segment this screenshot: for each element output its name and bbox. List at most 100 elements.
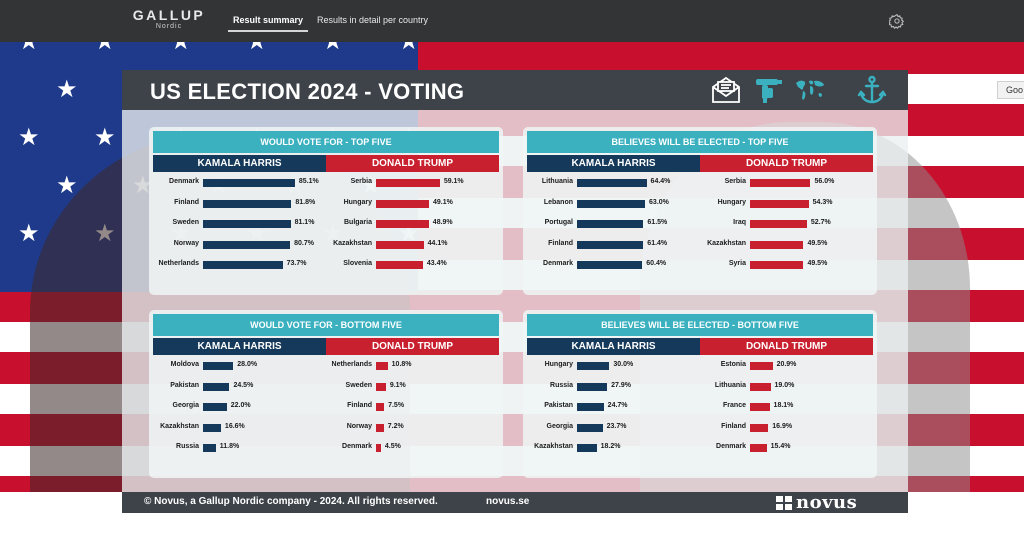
data-bar <box>376 362 388 370</box>
data-bar <box>577 220 644 228</box>
country-label: Hungary <box>544 361 573 368</box>
data-bar <box>203 444 216 452</box>
country-label: Lithuania <box>714 381 746 389</box>
right-edge-button[interactable]: Goo <box>997 81 1024 99</box>
flag-star-icon: ★ <box>170 42 192 54</box>
bar-row: Kazakhstan 18.2% <box>527 442 697 454</box>
bar-row: Lithuania 19.0% <box>700 381 870 393</box>
value-label: 22.0% <box>230 402 251 409</box>
bar-row: Norway 7.2% <box>326 422 496 434</box>
flag-star-icon: ★ <box>56 172 78 199</box>
bar-row: Netherlands 73.7% <box>153 259 323 271</box>
bar-row: Lebanon 63.0% <box>527 198 697 210</box>
anchor-icon[interactable] <box>856 74 888 106</box>
bar-row: Kazakhstan 44.1% <box>326 239 496 251</box>
bar-row: Portugal 61.5% <box>527 218 697 230</box>
value-label: 9.1% <box>389 381 406 389</box>
value-label: 16.6% <box>224 422 245 430</box>
bar-row: Pakistan 24.7% <box>527 401 697 413</box>
flag-star-icon: ★ <box>18 124 40 151</box>
value-label: 61.5% <box>647 219 668 226</box>
country-label: Russia <box>176 443 199 450</box>
value-label: 28.0% <box>237 361 258 368</box>
value-label: 7.5% <box>388 402 405 409</box>
value-label: 56.0% <box>814 178 835 185</box>
data-bar <box>376 220 429 228</box>
novus-website-link[interactable]: novus.se <box>486 496 530 507</box>
data-bar <box>750 179 811 187</box>
tab-result-summary[interactable]: Result summary <box>227 15 309 32</box>
value-label: 54.3% <box>812 198 833 206</box>
bar-row: Moldova 28.0% <box>153 360 323 372</box>
tab-results-in-detail[interactable]: Results in detail per country <box>317 15 429 25</box>
data-bar <box>577 403 604 411</box>
data-bar <box>376 382 386 391</box>
country-label: Netherlands <box>158 260 199 267</box>
flag-star-icon: ★ <box>246 42 268 54</box>
column-header-trump: DONALD TRUMP <box>700 338 873 355</box>
country-label: Estonia <box>720 361 746 368</box>
value-label: 80.7% <box>294 239 314 247</box>
country-label: Norway <box>173 239 199 247</box>
dashboard-header: US ELECTION 2024 - VOTING <box>122 70 908 110</box>
country-label: Denmark <box>169 178 199 185</box>
country-label: Georgia <box>172 402 199 409</box>
bar-row: Sweden 81.1% <box>153 218 323 230</box>
column-header-harris: KAMALA HARRIS <box>527 338 700 355</box>
election-dashboard: US ELECTION 2024 - VOTING <box>122 70 908 513</box>
panel-vote-bottom-five: WOULD VOTE FOR - BOTTOM FIVE KAMALA HARR… <box>149 310 503 478</box>
country-label: Hungary <box>717 198 746 206</box>
value-label: 49.1% <box>433 198 453 206</box>
bar-row: Georgia 22.0% <box>153 401 323 413</box>
value-label: 30.0% <box>613 361 634 368</box>
data-bar <box>203 382 230 391</box>
data-bar <box>376 423 384 432</box>
bar-row: Syria 49.5% <box>700 259 870 271</box>
flag-star-icon: ★ <box>94 42 116 54</box>
world-map-icon[interactable] <box>794 74 826 106</box>
value-label: 18.2% <box>600 443 621 450</box>
flag-star-icon: ★ <box>18 220 40 247</box>
column-header-harris: KAMALA HARRIS <box>153 155 326 172</box>
data-bar <box>577 423 603 432</box>
value-label: 10.8% <box>391 361 412 368</box>
gear-icon[interactable] <box>889 13 905 29</box>
data-bar <box>577 261 643 269</box>
hand-drill-icon[interactable] <box>752 74 784 106</box>
data-bar <box>376 240 424 249</box>
data-bar <box>577 179 647 187</box>
country-label: Lithuania <box>541 178 573 185</box>
bar-row: Sweden 9.1% <box>326 381 496 393</box>
value-label: 52.7% <box>810 219 831 226</box>
flag-star-icon: ★ <box>322 42 344 54</box>
value-label: 19.0% <box>774 381 795 389</box>
panel-vote-top-five: WOULD VOTE FOR - TOP FIVE KAMALA HARRIS … <box>149 127 503 295</box>
column-header-trump: DONALD TRUMP <box>326 155 499 172</box>
gallup-logo[interactable]: GALLUP Nordic <box>122 8 216 32</box>
country-label: Pakistan <box>544 402 573 409</box>
brand-name: GALLUP <box>132 7 206 23</box>
bar-row: Kazakhstan 49.5% <box>700 239 870 251</box>
bar-row: Hungary 30.0% <box>527 360 697 372</box>
value-label: 49.5% <box>807 260 828 267</box>
country-label: France <box>723 402 746 409</box>
country-label: Pakistan <box>170 381 199 389</box>
country-label: Lebanon <box>543 198 573 206</box>
bar-row: Hungary 54.3% <box>700 198 870 210</box>
country-label: Norway <box>346 422 372 430</box>
country-label: Kazakhstan <box>160 422 199 430</box>
value-label: 81.1% <box>294 219 315 226</box>
panel-elected-top-five: BELIEVES WILL BE ELECTED - TOP FIVE KAMA… <box>523 127 877 295</box>
value-label: 15.4% <box>770 443 791 450</box>
bar-row: Finland 81.8% <box>153 198 323 210</box>
bar-row: Bulgaria 48.9% <box>326 218 496 230</box>
value-label: 85.1% <box>298 178 319 185</box>
data-bar <box>750 240 804 249</box>
bar-row: Finland 16.9% <box>700 422 870 434</box>
bar-row: Serbia 59.1% <box>326 177 496 189</box>
panel-title: BELIEVES WILL BE ELECTED - BOTTOM FIVE <box>527 314 873 336</box>
envelope-icon[interactable] <box>710 74 742 106</box>
country-label: Serbia <box>350 178 372 185</box>
country-label: Kazakhstan <box>707 239 746 247</box>
